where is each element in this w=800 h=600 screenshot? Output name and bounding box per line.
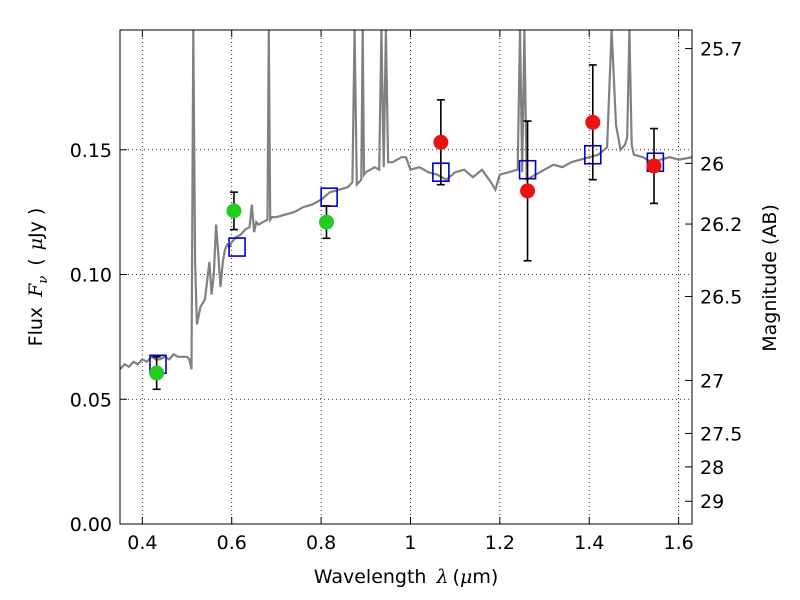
y-tick-label: 0.05 — [70, 389, 112, 411]
y-axis-label-unit-open: ( — [25, 258, 47, 265]
x-tick-label: 0.4 — [127, 532, 157, 554]
x-axis-label-unit-mu: μ — [460, 566, 472, 588]
x-axis-label-unit-open: ( — [453, 566, 460, 588]
y-axis-label-subscript: ν — [36, 276, 51, 284]
spectrum-line — [120, 30, 692, 371]
y2-tick-label: 26 — [700, 153, 724, 175]
y-tick-label: 0.00 — [70, 514, 112, 536]
y2-axis-label: Magnitude (AB) — [759, 204, 781, 352]
observed-points — [149, 114, 662, 381]
y2-tick-label: 26.2 — [700, 214, 742, 236]
x-tick-label: 1 — [404, 532, 416, 554]
ticks: 0.4 0.6 0.8 1 1.2 1.4 1.6 0.00 0.05 0.10 0.15 25.7 2… — [70, 30, 742, 554]
x-axis-label-unit-rest: m) — [472, 566, 498, 588]
y2-tick-label: 26.5 — [700, 286, 742, 308]
y2-tick-label: 27.5 — [700, 423, 742, 445]
plot-area — [120, 30, 692, 391]
x-tick-label: 0.6 — [217, 532, 247, 554]
plot-frame — [119, 29, 693, 525]
x-tick-label: 1.2 — [485, 532, 515, 554]
x-axis-label: Wavelength λ (μm) — [314, 566, 498, 588]
x-axis-label-text: Wavelength — [314, 566, 427, 588]
y-axis-label: Flux Fν ( μJy ) — [25, 208, 51, 347]
nir-point — [433, 134, 449, 150]
y2-tick-label: 27 — [700, 370, 724, 392]
x-tick-label: 1.4 — [574, 532, 604, 554]
optical-point — [318, 214, 334, 230]
optical-point — [226, 203, 242, 219]
y-tick-label: 0.10 — [70, 265, 112, 287]
y2-tick-label: 28 — [700, 457, 724, 479]
optical-point — [149, 365, 165, 381]
x-tick-label: 1.6 — [663, 532, 693, 554]
y-axis-label-text: Flux — [25, 307, 47, 347]
y-axis-label-unit-mu: μ — [25, 238, 47, 250]
nir-point — [520, 183, 536, 199]
y-axis-label-symbol: F — [25, 283, 47, 298]
y2-tick-label: 25.7 — [700, 39, 742, 61]
nir-point — [646, 158, 662, 174]
nir-point — [585, 114, 601, 130]
model-point — [228, 237, 246, 257]
y-axis-label-unit-rest: Jy ) — [25, 208, 47, 239]
x-axis-label-symbol: λ — [435, 566, 448, 588]
y2-tick-label: 29 — [700, 491, 724, 513]
y-tick-label: 0.15 — [70, 140, 112, 162]
x-tick-label: 0.8 — [306, 532, 336, 554]
